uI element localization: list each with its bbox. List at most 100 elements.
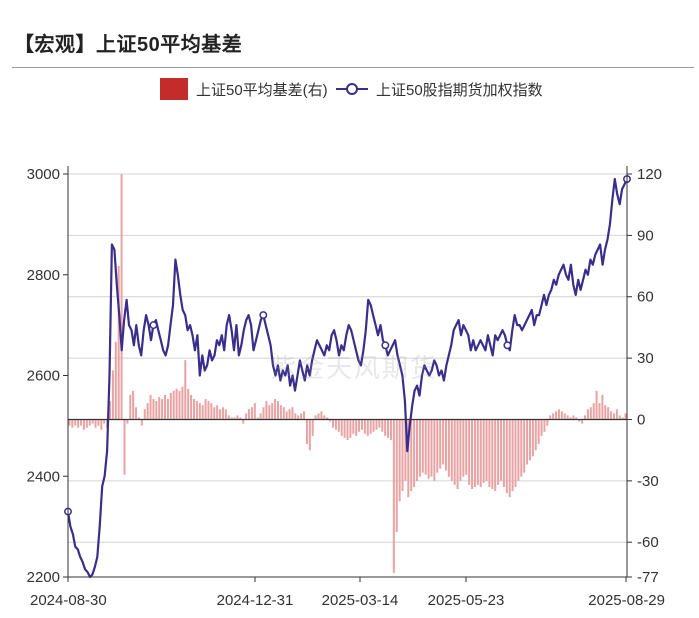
basis-bar xyxy=(100,419,103,430)
basis-bar xyxy=(401,419,404,492)
basis-bar xyxy=(572,415,575,420)
basis-bar xyxy=(407,419,410,498)
basis-bar xyxy=(216,405,219,420)
legend-item-index[interactable]: 上证50股指期货加权指数 xyxy=(336,78,543,100)
basis-bar xyxy=(143,409,146,420)
basis-bar xyxy=(528,419,531,461)
basis-bar xyxy=(77,419,80,428)
basis-bar xyxy=(520,419,523,477)
basis-bar xyxy=(404,419,407,481)
basis-bar xyxy=(473,419,476,487)
basis-bar xyxy=(578,419,581,422)
basis-bar xyxy=(410,419,413,492)
basis-bar xyxy=(389,419,392,440)
basis-bar xyxy=(242,419,245,424)
basis-bar xyxy=(195,401,198,420)
basis-bar xyxy=(187,388,190,420)
left-tick-label: 2200 xyxy=(27,569,60,586)
basis-bar xyxy=(146,403,149,420)
right-tick-label: 60 xyxy=(637,289,654,306)
basis-bar xyxy=(497,419,500,485)
left-tick-label: 2600 xyxy=(27,368,60,385)
basis-bar xyxy=(259,413,262,420)
left-tick-label: 2400 xyxy=(27,468,60,485)
basis-bar xyxy=(204,399,207,420)
basis-bar xyxy=(334,419,337,430)
index-line-marker xyxy=(503,341,512,350)
basis-bar xyxy=(447,419,450,477)
basis-bar xyxy=(303,411,306,420)
basis-bar xyxy=(227,415,230,420)
basis-bar xyxy=(471,419,474,490)
legend-line-swatch xyxy=(336,83,368,95)
right-tick-label: -60 xyxy=(637,534,659,551)
basis-bar xyxy=(615,409,618,420)
basis-bar xyxy=(172,390,175,420)
basis-bar xyxy=(213,407,216,420)
basis-bar xyxy=(436,419,439,473)
legend-bar-swatch xyxy=(160,78,188,100)
basis-bar xyxy=(581,419,584,424)
basis-bar xyxy=(114,341,117,420)
basis-bar xyxy=(219,409,222,420)
basis-bar xyxy=(343,419,346,438)
basis-bar xyxy=(531,419,534,457)
basis-bar xyxy=(621,417,624,420)
basis-bar xyxy=(421,419,424,473)
basis-bar xyxy=(288,409,291,420)
basis-bar xyxy=(346,419,349,440)
legend-item-basis[interactable]: 上证50平均基差(右) xyxy=(160,78,328,100)
basis-bar xyxy=(149,394,152,420)
basis-bar xyxy=(381,419,384,432)
basis-bar xyxy=(624,413,627,420)
x-tick-label: 2025-03-14 xyxy=(322,592,399,609)
basis-bar xyxy=(308,419,311,451)
basis-bar xyxy=(178,390,181,420)
basis-bar xyxy=(311,419,314,436)
x-tick-label: 2024-12-31 xyxy=(217,592,294,609)
basis-bar xyxy=(511,419,514,492)
basis-bar xyxy=(221,407,224,420)
right-tick-label: -30 xyxy=(637,473,659,490)
basis-bar xyxy=(456,419,459,490)
basis-bar xyxy=(80,419,83,426)
basis-bar xyxy=(589,407,592,420)
basis-bar xyxy=(601,394,604,420)
basis-bar xyxy=(479,419,482,487)
basis-bar xyxy=(340,419,343,436)
basis-bar xyxy=(94,419,97,428)
basis-bar xyxy=(164,394,167,420)
basis-bar xyxy=(300,413,303,420)
basis-bar xyxy=(546,419,549,426)
basis-bar xyxy=(499,419,503,481)
x-tick-label: 2025-08-29 xyxy=(588,592,665,609)
right-tick-label: 0 xyxy=(637,411,645,428)
basis-bar xyxy=(465,419,468,475)
basis-bar xyxy=(126,419,129,424)
basis-bar xyxy=(291,407,294,420)
basis-bar xyxy=(523,419,526,473)
basis-bar xyxy=(175,388,178,420)
basis-bar xyxy=(358,419,361,432)
basis-bar xyxy=(502,419,505,487)
basis-bar xyxy=(459,419,462,481)
basis-bar xyxy=(534,419,537,451)
basis-bar xyxy=(198,403,201,420)
basis-bar xyxy=(135,407,138,420)
basis-bar xyxy=(271,403,274,420)
basis-bar xyxy=(192,399,196,420)
basis-bar xyxy=(82,419,85,430)
chart-title: 【宏观】上证50平均基差 xyxy=(14,34,243,56)
basis-bar xyxy=(323,415,326,420)
basis-bar xyxy=(158,396,161,420)
basis-bar xyxy=(285,411,288,420)
index-line-marker xyxy=(259,311,268,319)
basis-bars xyxy=(68,174,627,573)
basis-bar xyxy=(610,411,613,420)
basis-bar xyxy=(256,417,259,420)
basis-bar xyxy=(592,403,595,420)
basis-bar xyxy=(201,405,204,420)
legend: 上证50平均基差(右) 上证50股指期货加权指数 xyxy=(0,74,699,104)
basis-bar xyxy=(549,415,552,420)
